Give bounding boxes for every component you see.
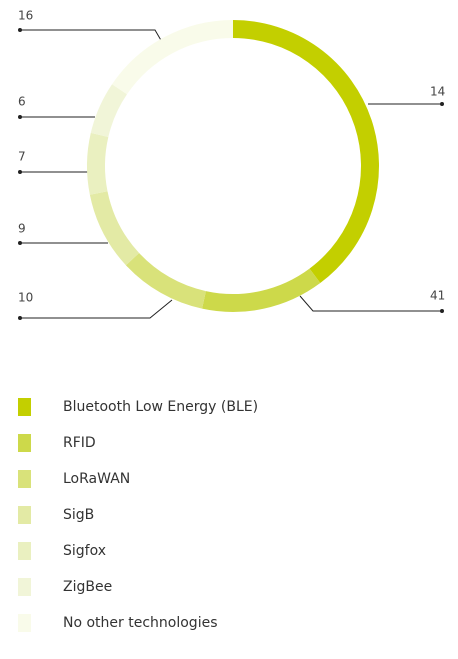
- legend-label: Sigfox: [63, 543, 106, 559]
- value-label: 7: [18, 150, 26, 164]
- donut-segment: [90, 84, 128, 138]
- legend-swatch: [18, 542, 31, 560]
- legend-swatch: [18, 398, 31, 416]
- donut-segment: [89, 190, 140, 266]
- legend-label: RFID: [63, 435, 96, 451]
- leader-lines: [18, 28, 444, 320]
- legend-swatch: [18, 434, 31, 452]
- legend-swatch: [18, 470, 31, 488]
- value-label: 16: [18, 9, 33, 23]
- donut-segment: [202, 268, 321, 312]
- legend-swatch: [18, 578, 31, 596]
- value-label: 6: [18, 95, 26, 109]
- legend-label: ZigBee: [63, 579, 112, 595]
- donut-segment: [112, 20, 234, 95]
- legend-label: No other technologies: [63, 615, 218, 631]
- value-label: 14: [430, 85, 445, 99]
- donut-segment: [87, 132, 109, 195]
- legend-label: Bluetooth Low Energy (BLE): [63, 399, 258, 415]
- legend-swatch: [18, 614, 31, 632]
- value-label: 41: [430, 289, 445, 303]
- donut-segment: [125, 252, 207, 309]
- donut-segment: [232, 20, 379, 284]
- value-label: 9: [18, 222, 26, 236]
- legend-label: SigB: [63, 507, 94, 523]
- value-label: 10: [18, 291, 33, 305]
- legend-label: LoRaWAN: [63, 471, 130, 487]
- legend-swatch: [18, 506, 31, 524]
